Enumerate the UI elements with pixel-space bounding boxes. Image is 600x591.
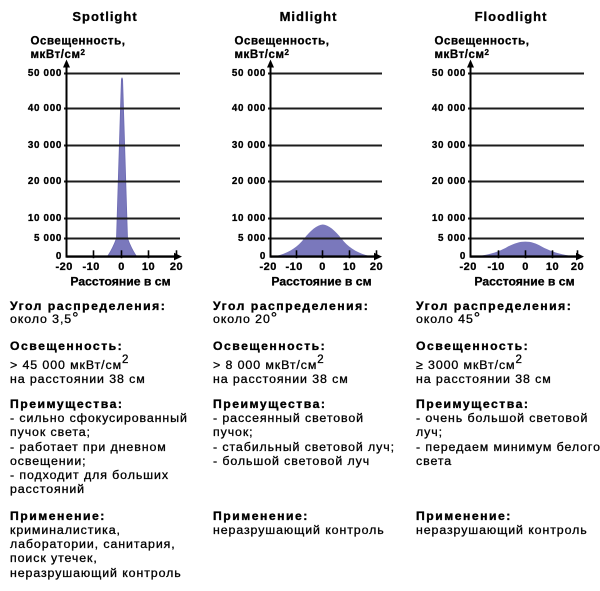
svg-text:0: 0 — [319, 261, 326, 273]
svg-text:Освещенность,: Освещенность, — [235, 36, 330, 48]
svg-text:10 000: 10 000 — [232, 213, 266, 224]
svg-text:Spotlight: Spotlight — [72, 9, 137, 24]
svg-text:20: 20 — [571, 261, 584, 273]
svg-text:30 000: 30 000 — [28, 140, 62, 151]
svg-text:Midlight: Midlight — [280, 9, 338, 24]
svg-text:20 000: 20 000 — [432, 176, 466, 187]
svg-text:Расстояние в см: Расстояние в см — [70, 274, 170, 288]
svg-text:-20: -20 — [259, 261, 276, 273]
svg-text:-10: -10 — [82, 261, 99, 273]
svg-text:20: 20 — [170, 261, 183, 273]
svg-text:Расстояние в см: Расстояние в см — [474, 274, 574, 288]
svg-text:50 000: 50 000 — [232, 68, 266, 79]
svg-text:10 000: 10 000 — [432, 213, 466, 224]
svg-text:Расстояние в см: Расстояние в см — [271, 274, 371, 288]
svg-text:20: 20 — [370, 261, 383, 273]
svg-text:50 000: 50 000 — [28, 68, 62, 79]
svg-text:0: 0 — [522, 261, 529, 273]
svg-text:Освещенность,: Освещенность, — [31, 36, 126, 48]
svg-text:20 000: 20 000 — [28, 176, 62, 187]
svg-text:40 000: 40 000 — [432, 103, 466, 114]
svg-text:10 000: 10 000 — [28, 213, 62, 224]
svg-text:50 000: 50 000 — [432, 68, 466, 79]
svg-text:10: 10 — [343, 261, 356, 273]
svg-text:Floodlight: Floodlight — [475, 9, 548, 24]
svg-text:-20: -20 — [459, 261, 476, 273]
svg-text:-10: -10 — [487, 261, 504, 273]
svg-text:20 000: 20 000 — [232, 176, 266, 187]
svg-text:40 000: 40 000 — [232, 103, 266, 114]
svg-text:10: 10 — [546, 261, 559, 273]
svg-text:0: 0 — [260, 251, 266, 262]
svg-text:5 000: 5 000 — [238, 233, 266, 244]
svg-text:5 000: 5 000 — [34, 233, 62, 244]
svg-text:0: 0 — [460, 251, 466, 262]
svg-text:мкВт/см2: мкВт/см2 — [235, 48, 290, 61]
svg-text:мкВт/см2: мкВт/см2 — [31, 48, 86, 61]
svg-text:40 000: 40 000 — [28, 103, 62, 114]
svg-text:-20: -20 — [55, 261, 72, 273]
svg-text:5 000: 5 000 — [438, 233, 466, 244]
svg-text:-10: -10 — [285, 261, 302, 273]
svg-text:мкВт/см2: мкВт/см2 — [435, 48, 490, 61]
svg-text:30 000: 30 000 — [232, 140, 266, 151]
svg-text:30 000: 30 000 — [432, 140, 466, 151]
svg-text:10: 10 — [142, 261, 155, 273]
svg-text:Освещенность,: Освещенность, — [435, 36, 530, 48]
svg-text:0: 0 — [56, 251, 62, 262]
svg-text:0: 0 — [118, 261, 125, 273]
